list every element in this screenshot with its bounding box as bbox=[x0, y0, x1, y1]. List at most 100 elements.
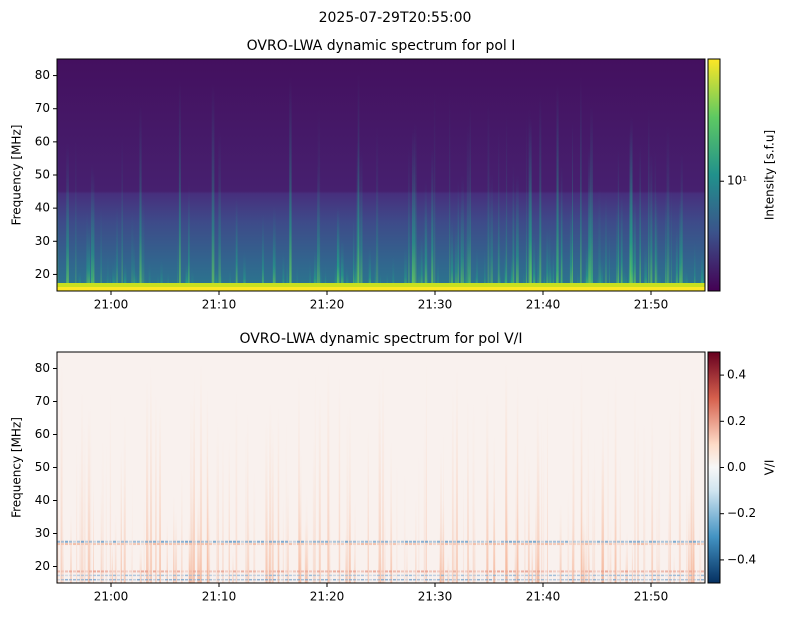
heatmap-streak bbox=[607, 365, 609, 583]
heatmap-line bbox=[609, 578, 612, 581]
heatmap-streak bbox=[282, 494, 284, 583]
heatmap-line bbox=[69, 543, 72, 546]
heatmap-line bbox=[641, 543, 644, 546]
heatmap-streak bbox=[121, 137, 123, 291]
heatmap-streak bbox=[78, 269, 81, 291]
heatmap-line bbox=[309, 540, 312, 543]
heatmap-line bbox=[261, 574, 264, 577]
heatmap-streak bbox=[60, 359, 63, 583]
heatmap-line bbox=[657, 570, 660, 573]
heatmap-streak bbox=[319, 263, 322, 291]
heatmap-streak bbox=[246, 408, 249, 583]
heatmap-streak bbox=[191, 474, 194, 583]
heatmap-line bbox=[637, 578, 640, 581]
y-tick-label: 60 bbox=[35, 427, 50, 441]
heatmap-line bbox=[473, 570, 476, 573]
heatmap-line bbox=[325, 540, 328, 543]
heatmap-line bbox=[313, 574, 316, 577]
heatmap-line bbox=[525, 570, 528, 573]
heatmap-line bbox=[245, 543, 248, 546]
heatmap-line bbox=[161, 543, 164, 546]
heatmap-streak bbox=[411, 128, 415, 291]
heatmap-line bbox=[577, 574, 580, 577]
heatmap-line bbox=[313, 570, 316, 573]
heatmap-streak bbox=[547, 389, 549, 583]
heatmap-line bbox=[365, 540, 368, 543]
heatmap-line bbox=[673, 543, 676, 546]
heatmap-line bbox=[413, 570, 416, 573]
heatmap-line bbox=[637, 540, 640, 543]
heatmap-streak bbox=[439, 559, 441, 583]
heatmap-line bbox=[325, 578, 328, 581]
heatmap-line bbox=[485, 540, 488, 543]
heatmap-line bbox=[97, 543, 100, 546]
heatmap-line bbox=[661, 570, 664, 573]
heatmap-line bbox=[253, 570, 256, 573]
heatmap-line bbox=[369, 540, 372, 543]
heatmap-line bbox=[257, 578, 260, 581]
heatmap-streak bbox=[146, 377, 149, 583]
heatmap-streak bbox=[133, 237, 135, 291]
heatmap-line bbox=[601, 578, 604, 581]
heatmap-line bbox=[229, 578, 232, 581]
heatmap-line bbox=[401, 574, 404, 577]
heatmap-streak bbox=[535, 491, 537, 583]
heatmap-streak bbox=[277, 403, 280, 583]
heatmap-line bbox=[209, 543, 212, 546]
heatmap-line bbox=[533, 570, 536, 573]
colorbar-label: Intensity [s.f.u] bbox=[763, 130, 777, 220]
heatmap-line bbox=[617, 578, 620, 581]
heatmap-line bbox=[61, 543, 64, 546]
heatmap-streak bbox=[235, 194, 238, 291]
heatmap-streak bbox=[699, 507, 702, 583]
heatmap-line bbox=[181, 574, 184, 577]
heatmap-line bbox=[185, 540, 188, 543]
heatmap-streak bbox=[317, 108, 321, 291]
heatmap-line bbox=[149, 543, 152, 546]
heatmap-line bbox=[261, 543, 264, 546]
heatmap-line bbox=[257, 570, 260, 573]
heatmap-line bbox=[201, 543, 204, 546]
heatmap-line bbox=[581, 578, 584, 581]
heatmap-line bbox=[301, 574, 304, 577]
heatmap-line bbox=[73, 574, 76, 577]
heatmap-line bbox=[257, 540, 260, 543]
heatmap-streak bbox=[630, 223, 633, 291]
heatmap-line bbox=[89, 570, 92, 573]
heatmap-line bbox=[69, 574, 72, 577]
heatmap-streak bbox=[368, 245, 372, 291]
heatmap-streak bbox=[667, 484, 669, 583]
x-tick-label: 21:30 bbox=[418, 590, 453, 604]
heatmap-streak bbox=[191, 266, 194, 291]
heatmap-streak bbox=[84, 267, 86, 291]
heatmap-line bbox=[349, 570, 352, 573]
heatmap-streak bbox=[188, 194, 190, 291]
heatmap-line bbox=[617, 570, 620, 573]
heatmap-line bbox=[569, 574, 572, 577]
heatmap-streak bbox=[569, 203, 573, 291]
x-tick-label: 21:10 bbox=[202, 298, 237, 312]
heatmap-line bbox=[325, 570, 328, 573]
heatmap-line bbox=[197, 578, 200, 581]
heatmap-line bbox=[117, 574, 120, 577]
heatmap-line bbox=[277, 578, 280, 581]
heatmap-line bbox=[141, 578, 144, 581]
heatmap-line bbox=[337, 578, 340, 581]
heatmap-line bbox=[345, 540, 348, 543]
heatmap-line bbox=[645, 578, 648, 581]
heatmap-streak bbox=[567, 486, 570, 583]
heatmap-line bbox=[333, 570, 336, 573]
heatmap-streak bbox=[222, 432, 224, 583]
heatmap-line bbox=[701, 540, 704, 543]
heatmap-line bbox=[409, 570, 412, 573]
heatmap-streak bbox=[120, 448, 123, 583]
heatmap-line bbox=[381, 574, 384, 577]
heatmap-streak bbox=[524, 430, 526, 583]
heatmap-line bbox=[493, 570, 496, 573]
heatmap-streak bbox=[199, 360, 203, 583]
heatmap-line bbox=[505, 543, 508, 546]
heatmap-streak bbox=[345, 527, 348, 583]
heatmap-line bbox=[293, 574, 296, 577]
heatmap-line bbox=[593, 574, 596, 577]
